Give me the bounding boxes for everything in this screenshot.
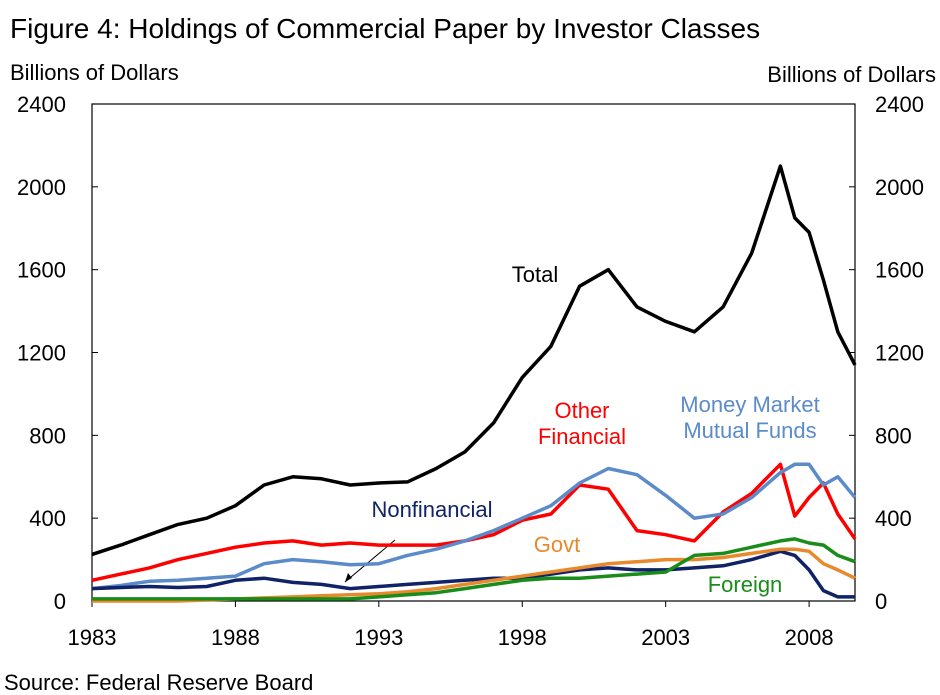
- y2-tick-label: 800: [875, 423, 912, 448]
- series-label: Foreign: [707, 572, 783, 597]
- x-tick-label: 1998: [498, 625, 547, 650]
- y-tick-label: 800: [29, 423, 66, 448]
- series-label: Other Financial: [537, 398, 627, 449]
- y-tick-label: 1600: [17, 258, 66, 283]
- series-label: Govt: [533, 532, 581, 557]
- series-line: [91, 164, 857, 557]
- chart-title: Figure 4: Holdings of Commercial Paper b…: [10, 13, 760, 44]
- y-tick-label: 400: [29, 506, 66, 531]
- y-tick-label: 1200: [17, 341, 66, 366]
- x-tick-label: 1993: [354, 625, 403, 650]
- series-label: Total: [511, 262, 559, 287]
- y-axis-label: Billions of Dollars: [10, 60, 179, 85]
- x-tick-label: 2008: [785, 625, 834, 650]
- source-note: Source: Federal Reserve Board: [4, 670, 313, 695]
- x-tick-label: 1988: [211, 625, 260, 650]
- y2-axis-label: Billions of Dollars: [767, 62, 936, 87]
- y2-tick-label: 0: [875, 589, 887, 614]
- y2-tick-label: 2000: [875, 175, 924, 200]
- y-tick-label: 2400: [17, 92, 66, 117]
- series-label: Money Market Mutual Funds: [680, 392, 820, 443]
- x-tick-label: 1983: [68, 625, 117, 650]
- series-line: [91, 462, 857, 591]
- annotation-arrow: [344, 539, 396, 583]
- series-line: [92, 537, 856, 601]
- annotation-arrowhead: [345, 573, 352, 582]
- y2-tick-label: 400: [875, 506, 912, 531]
- y2-tick-label: 1600: [875, 258, 924, 283]
- series-label: Nonfinancial: [371, 497, 493, 522]
- x-tick-label: 2003: [641, 625, 690, 650]
- plot-frame: [91, 103, 856, 602]
- y-tick-label: 2000: [17, 175, 66, 200]
- y2-tick-label: 1200: [875, 341, 924, 366]
- y2-tick-label: 2400: [875, 92, 924, 117]
- y-tick-label: 0: [54, 589, 66, 614]
